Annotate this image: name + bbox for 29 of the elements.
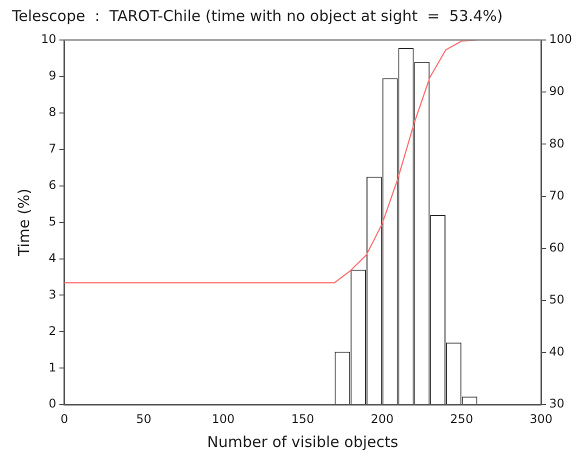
y-tick-label: 5	[48, 214, 56, 228]
x-tick-label: 100	[212, 412, 235, 426]
x-tick-label: 300	[530, 412, 553, 426]
y-tick-label: 0	[48, 396, 56, 411]
y2-tick-label: 30	[549, 396, 564, 411]
y-tick-label: 1	[48, 360, 56, 374]
x-tick-label: 200	[370, 412, 394, 426]
x-tick-label: 0	[60, 412, 68, 426]
y-tick-label: 9	[48, 68, 56, 83]
y-tick-label: 3	[48, 287, 56, 302]
y2-tick-label: 90	[549, 84, 564, 98]
x-tick-label: 150	[291, 412, 314, 426]
chart-title: Telescope : TAROT-Chile (time with no object at sight = 53.4%)	[11, 6, 503, 25]
y2-tick-label: 50	[549, 292, 564, 307]
y-tick-label: 6	[48, 178, 56, 192]
y-axis-title: Time (%)	[14, 188, 33, 258]
y2-tick-label: 80	[549, 136, 564, 150]
y-tick-label: 10	[40, 32, 56, 46]
x-axis-title: Number of visible objects	[207, 432, 398, 451]
y2-tick-label: 100	[549, 32, 572, 46]
y-tick-label: 7	[48, 142, 56, 156]
y2-tick-label: 70	[549, 188, 564, 202]
y-tick-label: 4	[48, 250, 56, 265]
y2-tick-label: 40	[549, 344, 564, 359]
y-tick-label: 2	[48, 324, 56, 338]
x-tick-label: 250	[450, 412, 474, 426]
y2-tick-label: 60	[549, 240, 564, 254]
x-tick-label: 50	[136, 412, 152, 426]
y-tick-label: 8	[48, 105, 56, 120]
